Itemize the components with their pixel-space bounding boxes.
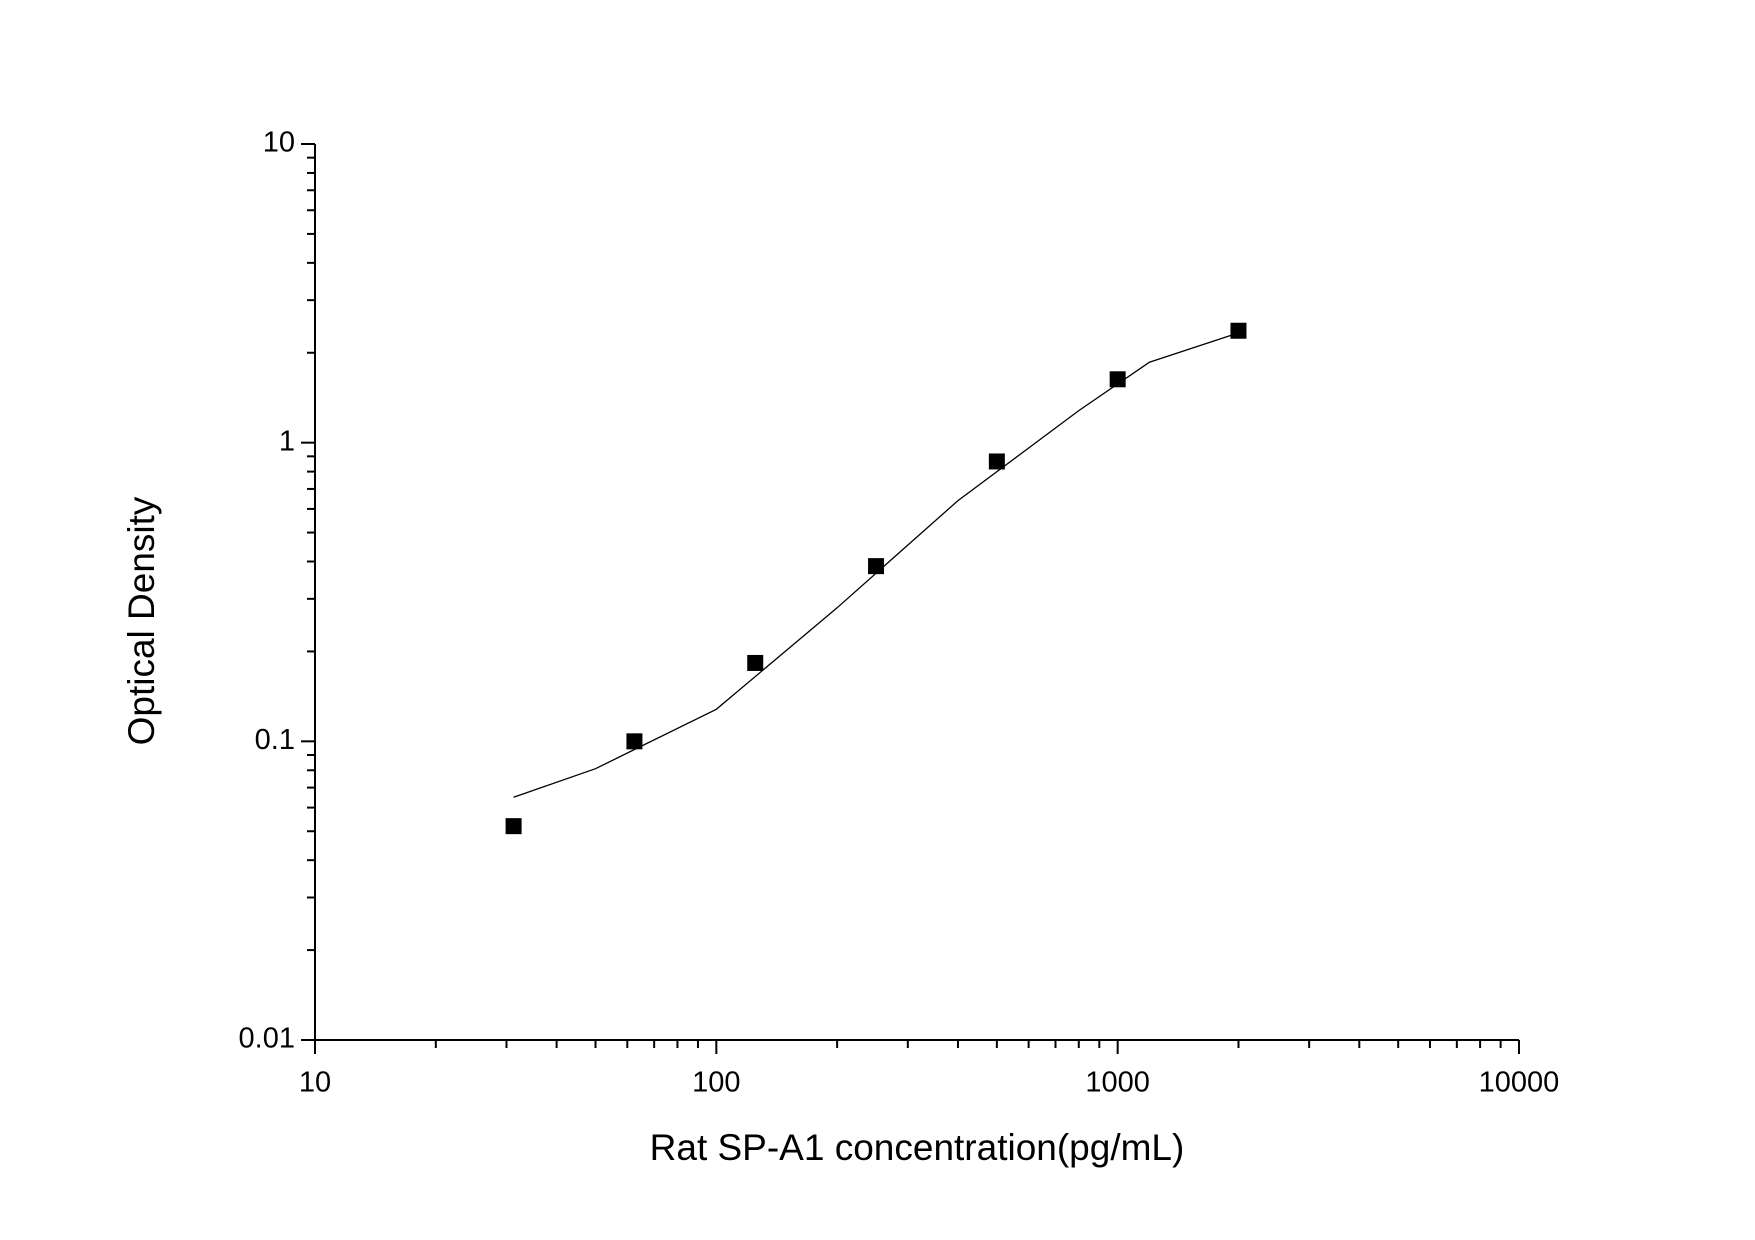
x-tick-label: 10000 <box>1479 1067 1560 1099</box>
x-tick-label: 100 <box>692 1067 740 1099</box>
data-point <box>505 818 522 835</box>
x-axis-title: Rat SP-A1 concentration(pg/mL) <box>650 1127 1185 1168</box>
y-tick-label: 1 <box>279 425 295 457</box>
data-point <box>988 453 1005 470</box>
y-tick-label: 0.1 <box>255 724 295 756</box>
data-point <box>868 558 885 575</box>
y-tick-label: 0.01 <box>239 1023 295 1055</box>
fit-curve <box>513 332 1239 798</box>
data-point <box>747 654 764 671</box>
y-tick-label: 10 <box>263 127 295 159</box>
data-point <box>1230 322 1247 339</box>
y-axis-title: Optical Density <box>121 496 162 745</box>
x-tick-label: 1000 <box>1085 1067 1150 1099</box>
data-point <box>626 733 643 750</box>
data-point <box>1109 371 1126 388</box>
x-tick-label: 10 <box>299 1067 331 1099</box>
